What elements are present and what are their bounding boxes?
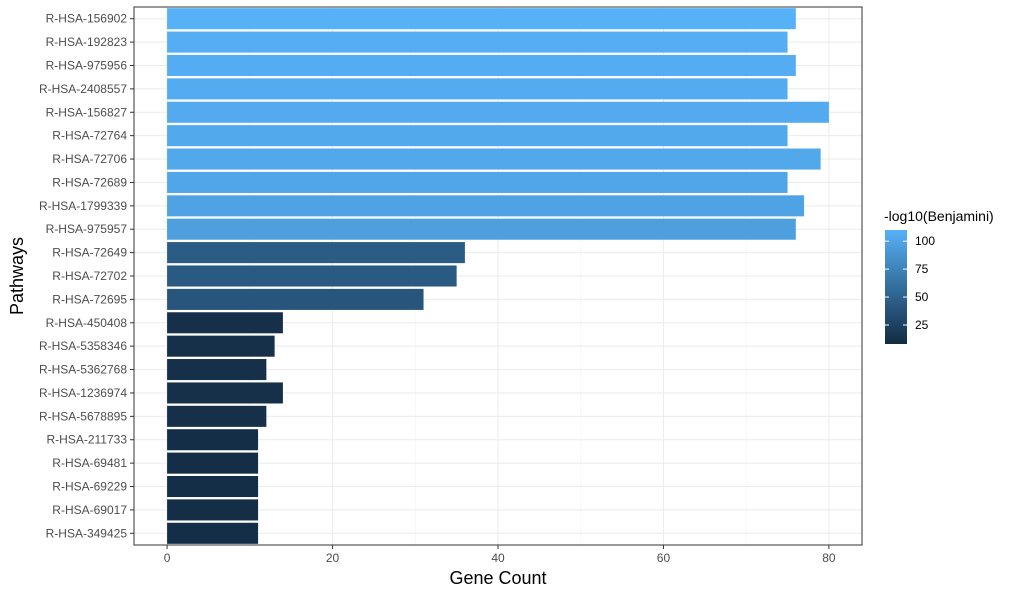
y-tick-label: R-HSA-72764 (52, 129, 127, 143)
x-axis-ticks: 0 20 40 60 80 (164, 545, 836, 565)
bar-R-HSA-975956 (167, 54, 796, 77)
legend-colorbar (885, 230, 907, 344)
bar-R-HSA-156827 (167, 101, 829, 123)
y-tick-label: R-HSA-192823 (46, 35, 128, 49)
bar-R-HSA-5362768 (167, 359, 267, 381)
legend-title: -log10(Benjamini) (884, 208, 994, 224)
bar-R-HSA-69017 (167, 499, 259, 521)
bar-R-HSA-69229 (167, 475, 259, 498)
legend-tick-label: 100 (915, 234, 935, 248)
bar-R-HSA-192823 (167, 31, 788, 53)
x-tick-label: 0 (164, 551, 171, 565)
bar-R-HSA-211733 (167, 429, 259, 451)
y-tick-label: R-HSA-72695 (52, 292, 127, 306)
bar-R-HSA-5358346 (167, 335, 275, 357)
bar-R-HSA-450408 (167, 312, 283, 334)
legend-tick-label: 50 (915, 290, 929, 304)
x-axis-title: Gene Count (449, 568, 546, 588)
y-tick-label: R-HSA-975956 (46, 58, 128, 72)
y-tick-label: R-HSA-5358346 (39, 339, 127, 353)
x-tick-label: 40 (491, 551, 505, 565)
y-tick-label: R-HSA-156902 (46, 12, 128, 26)
y-tick-label: R-HSA-72689 (52, 175, 127, 189)
bar-R-HSA-72706 (167, 148, 821, 170)
y-tick-label: R-HSA-450408 (46, 316, 128, 330)
y-tick-label: R-HSA-1236974 (39, 386, 127, 400)
bar-R-HSA-72702 (167, 265, 457, 287)
legend-tick-label: 25 (915, 318, 929, 332)
y-tick-label: R-HSA-5678895 (39, 409, 127, 423)
x-tick-label: 60 (657, 551, 671, 565)
bars (167, 8, 829, 544)
y-tick-label: R-HSA-69229 (52, 480, 127, 494)
y-tick-label: R-HSA-69481 (52, 456, 127, 470)
y-tick-label: R-HSA-69017 (52, 503, 127, 517)
legend: -log10(Benjamini) 25 50 75 100 (884, 208, 994, 344)
y-axis-ticks: R-HSA-156902 R-HSA-192823 R-HSA-975956 R-HS… (39, 12, 134, 540)
bar-R-HSA-2408557 (167, 78, 788, 100)
y-tick-label: R-HSA-2408557 (39, 82, 127, 96)
y-axis-title: Pathways (7, 237, 27, 315)
y-tick-label: R-HSA-72649 (52, 246, 127, 260)
y-tick-label: R-HSA-975957 (46, 222, 128, 236)
bar-R-HSA-5678895 (167, 405, 267, 427)
y-tick-label: R-HSA-156827 (46, 105, 128, 119)
bar-R-HSA-1236974 (167, 382, 283, 404)
bar-R-HSA-1799339 (167, 195, 805, 217)
y-tick-label: R-HSA-211733 (47, 433, 128, 447)
bar-R-HSA-975957 (167, 218, 796, 240)
y-tick-label: R-HSA-1799339 (39, 199, 127, 213)
bar-R-HSA-349425 (167, 522, 259, 544)
legend-tick-label: 75 (915, 262, 929, 276)
bar-R-HSA-69481 (167, 452, 259, 474)
bar-R-HSA-72695 (167, 288, 424, 310)
bar-R-HSA-72689 (167, 171, 788, 193)
bar-R-HSA-156902 (167, 8, 796, 30)
y-tick-label: R-HSA-72702 (52, 269, 127, 283)
x-tick-label: 20 (326, 551, 340, 565)
y-tick-label: R-HSA-5362768 (39, 363, 127, 377)
x-tick-label: 80 (822, 551, 836, 565)
y-tick-label: R-HSA-349425 (46, 526, 128, 540)
bar-R-HSA-72649 (167, 242, 465, 264)
bar-R-HSA-72764 (167, 125, 788, 147)
y-tick-label: R-HSA-72706 (52, 152, 127, 166)
